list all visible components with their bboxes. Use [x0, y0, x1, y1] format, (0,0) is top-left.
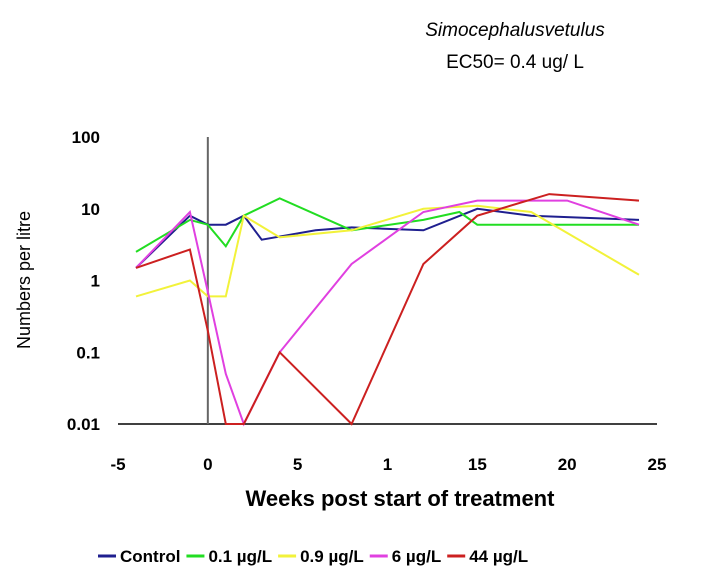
legend-label: 6 µg/L	[392, 547, 441, 566]
x-tick-label: 1	[383, 455, 392, 474]
y-tick-label: 0.01	[67, 415, 100, 434]
series-line	[135, 193, 640, 426]
legend-label: Control	[120, 547, 180, 566]
y-tick-label: 100	[72, 128, 100, 147]
x-tick-label: 20	[558, 455, 577, 474]
x-tick-label: 5	[293, 455, 302, 474]
x-tick-label: -5	[110, 455, 125, 474]
series-line	[135, 204, 640, 298]
x-axis-label: Weeks post start of treatment	[246, 486, 556, 511]
x-tick-label: 0	[203, 455, 212, 474]
legend-label: 0.1 µg/L	[208, 547, 272, 566]
series-line	[135, 199, 640, 427]
y-tick-label: 0.1	[76, 343, 100, 362]
x-tick-label: 25	[648, 455, 667, 474]
series-line	[135, 197, 639, 253]
y-tick-label: 10	[81, 200, 100, 219]
x-tick-label: 15	[468, 455, 487, 474]
legend-label: 44 µg/L	[469, 547, 528, 566]
y-tick-label: 1	[91, 272, 100, 291]
chart-subtitle: EC50= 0.4 ug/ L	[446, 52, 584, 73]
legend-label: 0.9 µg/L	[300, 547, 364, 566]
chart-title: Simocephalusvetulus	[425, 20, 605, 41]
y-axis-label: Numbers per litre	[14, 211, 34, 349]
